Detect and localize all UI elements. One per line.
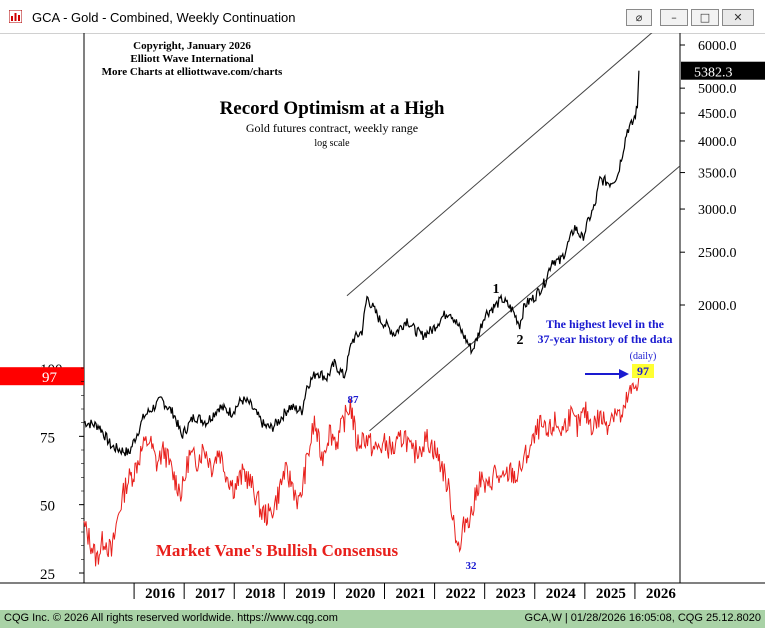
copyright-line-3: More Charts at elliottwave.com/charts [102, 66, 283, 78]
wave-2-label: 2 [517, 333, 524, 348]
app-logo-icon [9, 10, 22, 23]
status-bar: CQG Inc. © 2026 All rights reserved worl… [0, 610, 765, 628]
left-axis: 10075502597 [0, 362, 84, 583]
sentiment-series-label: Market Vane's Bullish Consensus [156, 541, 399, 560]
chart-subtitle: Gold futures contract, weekly range [246, 121, 418, 135]
status-symbol-info: GCA,W | 01/28/2026 16:05:08, CQG 25.12.8… [524, 612, 761, 624]
gold-chart: 10075502597 6000.05000.04500.04000.03500… [0, 33, 765, 602]
price-tick-label: 2500.0 [698, 246, 737, 261]
price-tick-label: 3000.0 [698, 203, 737, 218]
price-tick-label: 2000.0 [698, 299, 737, 314]
sentiment-tick-label: 75 [40, 430, 55, 446]
chart-title: Record Optimism at a High [220, 98, 445, 119]
bullish-consensus-line [83, 376, 640, 567]
price-tick-label: 3500.0 [698, 167, 737, 182]
copyright-line-1: Copyright, January 2026 [133, 40, 251, 52]
copyright-line-2: Elliott Wave International [130, 53, 253, 65]
x-tick-label: 2019 [295, 586, 325, 602]
note-line-1: The highest level in the [546, 317, 665, 331]
series-layer [83, 70, 640, 567]
x-tick-label: 2024 [546, 586, 577, 602]
window-title: GCA - Gold - Combined, Weekly Continuati… [32, 10, 296, 25]
link-icon-button[interactable]: ⌀ [626, 9, 652, 26]
x-tick-label: 2016 [145, 586, 176, 602]
price-tick-label: 6000.0 [698, 39, 737, 54]
trend-channel [346, 33, 681, 432]
close-button[interactable]: ✕ [722, 9, 754, 26]
wave-1-label: 1 [493, 282, 500, 297]
right-axis: 6000.0 5000.0 4500.0 4000.0 3500.0 3000.0 2500… [680, 39, 765, 314]
x-axis: 2016 2017 2018 2019 2020 2021 2022 2023 2024 2025… [133, 583, 677, 602]
channel-lower-line [369, 165, 681, 432]
last-price-label: 5382.3 [694, 66, 733, 81]
peak-label: 87 [348, 394, 360, 406]
price-tick-label: 5000.0 [698, 82, 737, 97]
low-label: 32 [466, 560, 478, 572]
last-sentiment-badge [0, 367, 84, 386]
restore-button[interactable]: □ [691, 9, 719, 26]
sentiment-tick-label: 50 [40, 499, 55, 515]
current-badge: 97 [637, 364, 649, 378]
minimize-button[interactable]: – [660, 9, 688, 26]
x-tick-label: 2018 [245, 586, 275, 602]
x-tick-label: 2023 [496, 586, 526, 602]
x-tick-label: 2020 [345, 586, 375, 602]
daily-label: (daily) [630, 351, 657, 362]
last-price-badge [681, 61, 765, 80]
x-tick-label: 2022 [446, 586, 476, 602]
channel-upper-line [346, 33, 653, 297]
gold-price-line [83, 70, 640, 457]
last-sentiment-label: 97 [42, 370, 58, 386]
x-tick-label: 2026 [646, 586, 677, 602]
sentiment-tick-label: 25 [40, 567, 55, 583]
note-line-2: 37-year history of the data [537, 332, 672, 346]
price-tick-label: 4500.0 [698, 107, 737, 122]
x-tick-label: 2017 [195, 586, 226, 602]
x-tick-label: 2025 [596, 586, 626, 602]
window-titlebar: GCA - Gold - Combined, Weekly Continuati… [0, 0, 765, 34]
scale-note: log scale [314, 138, 350, 149]
x-tick-label: 2021 [396, 586, 426, 602]
arrow-icon [585, 369, 629, 379]
status-copyright: CQG Inc. © 2026 All rights reserved worl… [4, 612, 338, 624]
current-badge-bg [632, 364, 654, 378]
price-tick-label: 4000.0 [698, 135, 737, 150]
